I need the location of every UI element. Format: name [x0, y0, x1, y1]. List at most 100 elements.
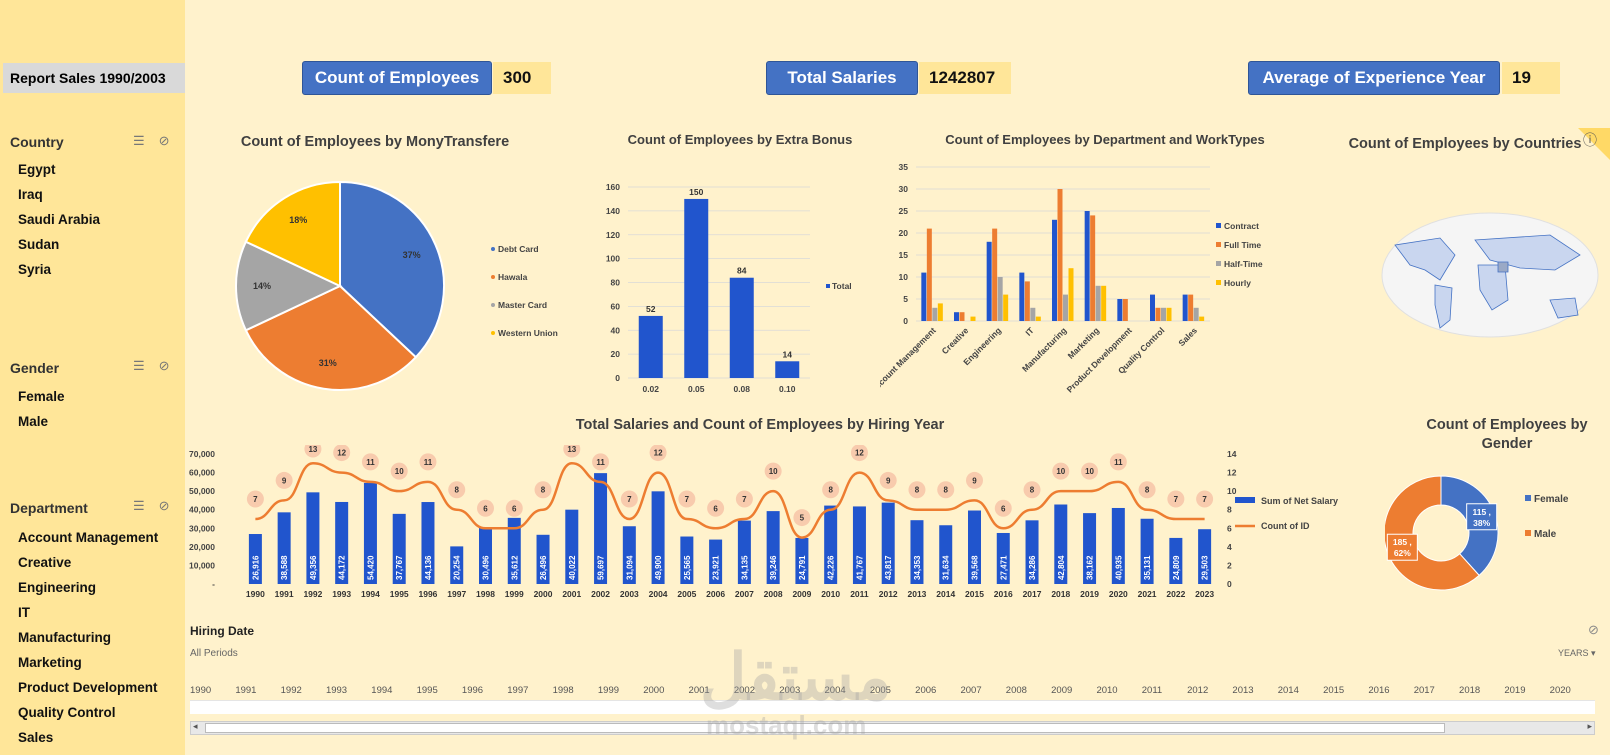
bar[interactable] — [277, 512, 291, 584]
count-line[interactable] — [255, 462, 1205, 539]
bar[interactable] — [651, 491, 665, 584]
bar[interactable] — [1101, 285, 1107, 321]
timeline-year-label[interactable]: 1990 — [190, 685, 212, 696]
bar[interactable] — [921, 272, 927, 321]
bar[interactable] — [1024, 281, 1030, 321]
bar[interactable] — [638, 315, 663, 378]
bar[interactable] — [1003, 294, 1009, 321]
bar[interactable] — [997, 277, 1003, 321]
bar[interactable] — [775, 361, 800, 378]
bar[interactable] — [729, 277, 754, 378]
slicer-item-female[interactable]: Female — [18, 389, 65, 404]
bar[interactable] — [766, 511, 780, 584]
timeline-year-label[interactable]: 2020 — [1549, 685, 1571, 696]
bar[interactable] — [392, 513, 406, 584]
timeline-year-label[interactable]: 2005 — [869, 685, 891, 696]
timeline-year-label[interactable]: 2006 — [915, 685, 937, 696]
bar[interactable] — [824, 505, 838, 584]
timeline-year-label[interactable]: 2018 — [1459, 685, 1481, 696]
timeline-year-label[interactable]: 2000 — [643, 685, 665, 696]
bar[interactable] — [1161, 307, 1166, 321]
bar[interactable] — [926, 228, 932, 321]
info-icon[interactable]: ⓘ — [1583, 132, 1597, 148]
bar[interactable] — [996, 532, 1010, 584]
timeline-year-label[interactable]: 1996 — [461, 685, 484, 696]
timeline-year-label[interactable]: 2019 — [1504, 685, 1526, 696]
slicer-item-sudan[interactable]: Sudan — [18, 237, 60, 252]
timeline-year-label[interactable]: 1993 — [325, 685, 348, 696]
bar[interactable] — [306, 492, 320, 584]
slicer-item-it[interactable]: IT — [18, 605, 30, 620]
pie-slice-hawala[interactable] — [244, 284, 418, 391]
slicer-item-quality-control[interactable]: Quality Control — [18, 705, 116, 720]
donut-slice-male[interactable] — [1385, 475, 1480, 591]
bar[interactable] — [954, 312, 959, 321]
slicer-item-egypt[interactable]: Egypt — [18, 162, 56, 177]
slicer-item-account-management[interactable]: Account Management — [18, 530, 159, 545]
bar[interactable] — [1068, 268, 1074, 321]
bar[interactable] — [421, 502, 435, 584]
timeline-track[interactable] — [190, 700, 1595, 714]
pie-slice-debt-card[interactable] — [339, 180, 445, 359]
slicer-item-marketing[interactable]: Marketing — [18, 655, 82, 670]
scroll-right-icon[interactable]: ▸ — [1587, 721, 1592, 731]
bar[interactable] — [937, 303, 943, 321]
timeline-year-label[interactable]: 2003 — [779, 685, 801, 696]
clear-filter-icon[interactable]: ⊘ — [158, 498, 170, 513]
bar[interactable] — [795, 537, 809, 584]
bar[interactable] — [248, 534, 262, 584]
timeline-year-label[interactable]: 2008 — [1005, 685, 1027, 696]
timeline-year-label[interactable]: 2009 — [1051, 685, 1073, 696]
bar[interactable] — [1035, 316, 1041, 321]
timeline-year-label[interactable]: 1995 — [416, 685, 438, 696]
timeline-year-label[interactable]: 2001 — [688, 685, 710, 696]
bar[interactable] — [684, 198, 709, 378]
bar[interactable] — [970, 316, 976, 321]
bar[interactable] — [1057, 189, 1063, 321]
bar[interactable] — [1166, 307, 1172, 321]
timeline-year-label[interactable]: 2016 — [1368, 685, 1390, 696]
slicer-item-engineering[interactable]: Engineering — [18, 580, 97, 595]
bar[interactable] — [1193, 307, 1199, 321]
timeline-year-label[interactable]: 2002 — [733, 685, 755, 696]
bar[interactable] — [680, 536, 694, 584]
bar[interactable] — [737, 520, 751, 584]
bar[interactable] — [709, 539, 723, 584]
bar[interactable] — [1095, 285, 1101, 321]
pie-slice-master-card[interactable] — [235, 240, 343, 332]
timeline-year-label[interactable]: 1992 — [280, 685, 302, 696]
slicer-item-manufacturing[interactable]: Manufacturing — [18, 630, 111, 645]
slicer-item-product-development[interactable]: Product Development — [18, 680, 158, 695]
bar[interactable] — [1140, 518, 1154, 584]
bar[interactable] — [986, 241, 992, 321]
bar[interactable] — [1117, 299, 1123, 321]
bar[interactable] — [968, 510, 981, 584]
slicer-item-male[interactable]: Male — [18, 414, 49, 429]
bar[interactable] — [507, 517, 521, 584]
timeline-year-label[interactable]: 1999 — [597, 685, 620, 696]
bar[interactable] — [335, 501, 349, 584]
bar[interactable] — [1084, 211, 1090, 321]
slicer-item-saudi-arabia[interactable]: Saudi Arabia — [18, 212, 101, 227]
bar[interactable] — [1063, 294, 1068, 321]
bar[interactable] — [959, 312, 965, 321]
multi-select-icon[interactable]: ☰ — [133, 358, 145, 373]
timeline-year-label[interactable]: 1997 — [507, 685, 529, 696]
timeline-year-label[interactable]: 1991 — [235, 685, 257, 696]
timeline-year-label[interactable]: 2013 — [1232, 685, 1254, 696]
bar[interactable] — [1199, 316, 1205, 321]
timeline-level-dropdown[interactable]: YEARS ▾ — [1558, 648, 1596, 658]
bar[interactable] — [1030, 307, 1036, 321]
bar[interactable] — [1111, 507, 1125, 584]
timeline-year-label[interactable]: 1994 — [371, 685, 393, 696]
clear-filter-icon[interactable]: ⊘ — [158, 133, 170, 148]
bar[interactable] — [932, 307, 938, 321]
bar[interactable] — [622, 526, 636, 584]
bar[interactable] — [1150, 294, 1155, 321]
multi-select-icon[interactable]: ☰ — [133, 133, 145, 148]
slicer-item-creative[interactable]: Creative — [18, 555, 72, 570]
bar[interactable] — [1155, 307, 1161, 321]
clear-filter-icon[interactable]: ⊘ — [1588, 622, 1599, 637]
timeline-year-label[interactable]: 2011 — [1141, 685, 1163, 696]
bar[interactable] — [1052, 219, 1057, 321]
